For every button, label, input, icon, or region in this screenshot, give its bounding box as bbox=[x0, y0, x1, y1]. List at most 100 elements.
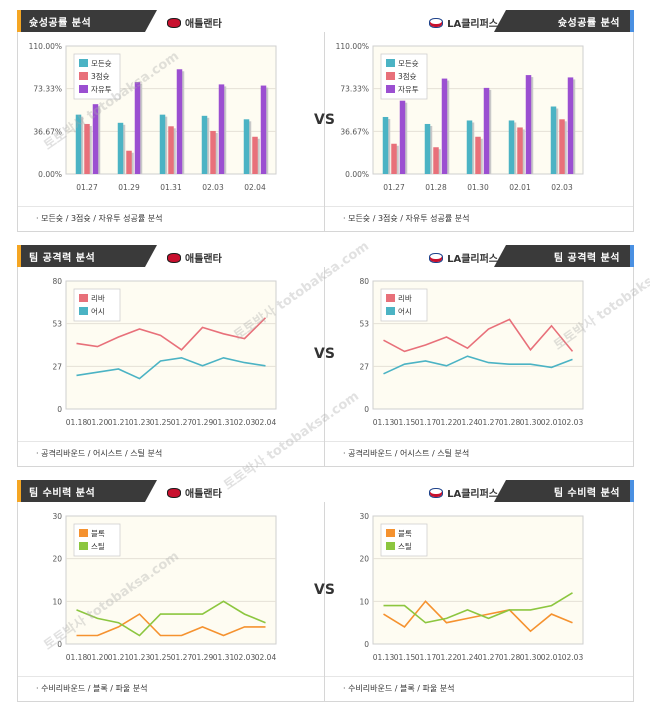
section-title: 팀 수비력 분석 bbox=[553, 488, 620, 499]
y-tick-label: 10 bbox=[52, 597, 62, 606]
bar bbox=[134, 82, 141, 174]
offense-panel-clippers: 팀 공격력 분석 LA클리퍼스 0 27 53 80 01.13 01.15 01.17 01.2… bbox=[324, 245, 634, 467]
y-tick-label: 0 bbox=[57, 405, 62, 414]
chart-box: 0 10 20 30 01.13 01.15 01.17 01.22 01.24 01.27 01.… bbox=[324, 502, 634, 702]
header-block bbox=[494, 10, 634, 32]
x-tick-label: 01.18 bbox=[66, 653, 88, 662]
clippers-logo-icon bbox=[429, 487, 444, 498]
header-block bbox=[17, 245, 157, 267]
y-tick-label: 27 bbox=[359, 362, 369, 371]
bar bbox=[159, 114, 166, 174]
y-tick-label: 36.67% bbox=[340, 127, 369, 136]
team-label: LA클리퍼스 bbox=[447, 19, 498, 30]
x-tick-label: 01.25 bbox=[150, 418, 172, 427]
bar bbox=[210, 130, 216, 174]
series-line bbox=[76, 613, 266, 637]
x-tick-label: 01.24 bbox=[457, 418, 479, 427]
bar bbox=[382, 116, 389, 174]
defense-panel-clippers: 팀 수비력 분석 LA클리퍼스 0 10 20 30 01.13 01.15 01.17 01.2… bbox=[324, 480, 634, 702]
legend-label: 블록 bbox=[91, 529, 105, 538]
bar bbox=[218, 84, 225, 174]
offense-panel-atlanta: 팀 공격력 분석 애틀랜타 0 27 53 80 01.18 01.20 01.21 01.23 0… bbox=[17, 245, 327, 467]
x-tick-label: 01.31 bbox=[213, 418, 235, 427]
x-tick-label: 02.03 bbox=[234, 653, 256, 662]
series-line bbox=[383, 592, 573, 624]
x-tick-label: 01.21 bbox=[108, 653, 130, 662]
x-tick-label: 02.04 bbox=[244, 183, 266, 192]
x-tick-label: 01.31 bbox=[213, 653, 235, 662]
clippers-logo-icon bbox=[429, 17, 444, 28]
legend-swatch bbox=[386, 59, 395, 67]
x-tick-label: 01.15 bbox=[394, 418, 416, 427]
series-line bbox=[383, 355, 573, 375]
legend-label: 스틸 bbox=[398, 542, 412, 551]
team-name: 애틀랜타 bbox=[167, 485, 222, 500]
panel-header: 슛성공률 분석 LA클리퍼스 bbox=[324, 10, 634, 32]
x-tick-label: 01.31 bbox=[160, 183, 182, 192]
bar bbox=[260, 85, 267, 174]
x-tick-label: 02.03 bbox=[234, 418, 256, 427]
legend-swatch bbox=[79, 85, 88, 93]
shooting-panel-clippers: 슛성공률 분석 LA클리퍼스 0.00% 36.67% 73.33% 110.00% 01.… bbox=[324, 10, 634, 232]
legend-swatch bbox=[79, 542, 88, 550]
legend-swatch bbox=[386, 294, 395, 302]
x-tick-label: 01.13 bbox=[373, 418, 395, 427]
x-tick-label: 01.27 bbox=[171, 653, 193, 662]
x-tick-label: 01.21 bbox=[108, 418, 130, 427]
x-tick-label: 01.18 bbox=[66, 418, 88, 427]
x-tick-label: 01.27 bbox=[383, 183, 405, 192]
panel-header: 팀 수비력 분석 LA클리퍼스 bbox=[324, 480, 634, 502]
legend-label: 모든슛 bbox=[91, 59, 112, 68]
chart-box: 0.00% 36.67% 73.33% 110.00% 01.27 01.28 01.30 0… bbox=[324, 32, 634, 232]
legend-label: 어시 bbox=[91, 306, 105, 316]
panel-footer: · 수비리바운드 / 블록 / 파울 분석 bbox=[325, 676, 633, 701]
team-name: LA클리퍼스 bbox=[429, 15, 498, 30]
panel-header: 팀 수비력 분석 애틀랜타 bbox=[17, 480, 327, 502]
x-tick-label: 01.27 bbox=[171, 418, 193, 427]
team-label: 애틀랜타 bbox=[185, 19, 222, 30]
y-tick-label: 53 bbox=[52, 320, 62, 329]
x-tick-label: 01.17 bbox=[415, 653, 437, 662]
chart-box: 0 27 53 80 01.18 01.20 01.21 01.23 01.25 01.27 01.… bbox=[17, 267, 327, 467]
bar bbox=[391, 143, 397, 174]
legend-swatch bbox=[386, 542, 395, 550]
x-tick-label: 01.13 bbox=[373, 653, 395, 662]
x-tick-label: 02.01 bbox=[541, 653, 563, 662]
header-accent bbox=[17, 480, 21, 502]
team-name: LA클리퍼스 bbox=[429, 250, 498, 265]
panel-footer: · 수비리바운드 / 블록 / 파울 분석 bbox=[18, 676, 326, 701]
x-tick-label: 01.28 bbox=[425, 183, 447, 192]
legend-swatch bbox=[386, 85, 395, 93]
chart-box: 0.00% 36.67% 73.33% 110.00% 01.27 01.29 01.31 0… bbox=[17, 32, 327, 232]
legend-swatch bbox=[79, 59, 88, 67]
series-line bbox=[76, 317, 267, 351]
x-tick-label: 02.04 bbox=[255, 653, 277, 662]
y-tick-label: 30 bbox=[52, 512, 62, 521]
legend-label: 자유투 bbox=[398, 85, 419, 94]
vs-label: VS bbox=[314, 582, 335, 598]
x-tick-label: 01.29 bbox=[118, 183, 140, 192]
bar bbox=[75, 114, 82, 174]
y-tick-label: 0 bbox=[57, 640, 62, 649]
y-tick-label: 10 bbox=[359, 597, 369, 606]
x-tick-label: 01.20 bbox=[87, 418, 109, 427]
legend-label: 리바 bbox=[398, 293, 412, 303]
x-tick-label: 02.01 bbox=[509, 183, 531, 192]
team-label: 애틀랜타 bbox=[185, 254, 222, 265]
x-tick-label: 01.22 bbox=[436, 653, 458, 662]
team-label: LA클리퍼스 bbox=[447, 254, 498, 265]
y-tick-label: 80 bbox=[359, 277, 369, 286]
series-line bbox=[383, 318, 574, 353]
y-tick-label: 36.67% bbox=[33, 127, 62, 136]
x-tick-label: 01.30 bbox=[467, 183, 489, 192]
y-tick-label: 27 bbox=[52, 362, 62, 371]
x-tick-label: 02.01 bbox=[541, 418, 563, 427]
vs-label: VS bbox=[314, 112, 335, 128]
team-label: 애틀랜타 bbox=[185, 489, 222, 500]
y-tick-label: 110.00% bbox=[336, 42, 369, 51]
header-accent bbox=[630, 245, 634, 267]
y-tick-label: 0 bbox=[364, 405, 369, 414]
legend-label: 자유투 bbox=[91, 85, 112, 94]
header-block bbox=[494, 245, 634, 267]
